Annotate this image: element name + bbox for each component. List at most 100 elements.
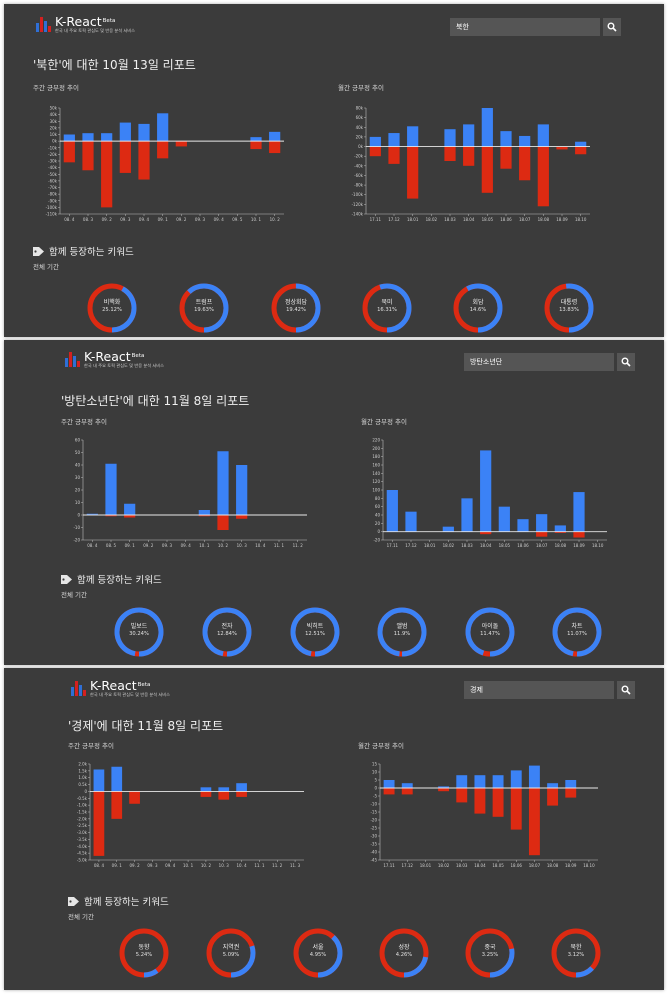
keyword-donut[interactable]: 앨범 11.9% xyxy=(376,606,428,658)
positive-bar[interactable] xyxy=(217,451,228,515)
positive-bar[interactable] xyxy=(250,137,261,141)
negative-bar[interactable] xyxy=(456,788,467,802)
search-button[interactable] xyxy=(617,681,635,699)
positive-bar[interactable] xyxy=(474,775,485,788)
positive-bar[interactable] xyxy=(480,450,491,531)
positive-bar[interactable] xyxy=(94,769,105,791)
keyword-donut[interactable]: 성장 4.26% xyxy=(378,927,430,979)
search-button[interactable] xyxy=(603,18,621,36)
positive-bar[interactable] xyxy=(236,783,247,791)
negative-bar[interactable] xyxy=(407,147,418,199)
negative-bar[interactable] xyxy=(482,147,493,193)
keyword-donut[interactable]: 서울 4.95% xyxy=(292,927,344,979)
search-button[interactable] xyxy=(617,353,635,371)
negative-bar[interactable] xyxy=(236,791,247,796)
positive-bar[interactable] xyxy=(547,783,558,788)
negative-bar[interactable] xyxy=(575,147,586,155)
keyword-donut[interactable]: 회담 14.6% xyxy=(452,282,504,334)
search-input[interactable] xyxy=(464,681,614,699)
keyword-donut[interactable]: 대통령 13.83% xyxy=(543,282,595,334)
negative-bar[interactable] xyxy=(94,791,105,855)
positive-bar[interactable] xyxy=(499,507,510,532)
negative-bar[interactable] xyxy=(519,147,530,181)
positive-bar[interactable] xyxy=(500,131,511,146)
positive-bar[interactable] xyxy=(443,527,454,532)
keyword-donut[interactable]: 북한 3.12% xyxy=(550,927,602,979)
positive-bar[interactable] xyxy=(157,113,168,141)
negative-bar[interactable] xyxy=(444,147,455,161)
negative-bar[interactable] xyxy=(493,788,504,817)
negative-bar[interactable] xyxy=(101,141,112,207)
app-logo[interactable]: K-ReactBeta 한국 내 주요 토픽 관심도 및 반응 분석 서비스 xyxy=(36,15,135,33)
positive-bar[interactable] xyxy=(536,514,547,532)
negative-bar[interactable] xyxy=(538,147,549,207)
negative-bar[interactable] xyxy=(157,141,168,158)
negative-bar[interactable] xyxy=(111,791,122,818)
positive-bar[interactable] xyxy=(444,129,455,146)
keyword-donut[interactable]: 트럼프 19.63% xyxy=(178,282,230,334)
negative-bar[interactable] xyxy=(138,141,149,179)
positive-bar[interactable] xyxy=(519,136,530,147)
positive-bar[interactable] xyxy=(538,124,549,146)
keyword-donut[interactable]: 지역권 5.09% xyxy=(205,927,257,979)
positive-bar[interactable] xyxy=(124,504,135,515)
positive-bar[interactable] xyxy=(101,133,112,141)
positive-bar[interactable] xyxy=(64,135,75,142)
positive-bar[interactable] xyxy=(269,132,280,141)
positive-bar[interactable] xyxy=(555,525,566,531)
keyword-donut[interactable]: 정상회담 19.42% xyxy=(270,282,322,334)
keyword-donut[interactable]: 차트 11.07% xyxy=(551,606,603,658)
positive-bar[interactable] xyxy=(463,124,474,146)
search-input[interactable] xyxy=(464,353,614,371)
positive-bar[interactable] xyxy=(105,464,116,515)
negative-bar[interactable] xyxy=(236,515,247,519)
positive-bar[interactable] xyxy=(387,490,398,532)
positive-bar[interactable] xyxy=(370,137,381,147)
positive-bar[interactable] xyxy=(236,465,247,515)
negative-bar[interactable] xyxy=(64,141,75,162)
negative-bar[interactable] xyxy=(129,791,140,803)
positive-bar[interactable] xyxy=(511,770,522,788)
negative-bar[interactable] xyxy=(438,788,449,791)
keyword-donut[interactable]: 빅히트 12.51% xyxy=(289,606,341,658)
negative-bar[interactable] xyxy=(82,141,93,170)
keyword-donut[interactable]: 중국 3.25% xyxy=(464,927,516,979)
negative-bar[interactable] xyxy=(500,147,511,169)
negative-bar[interactable] xyxy=(565,788,576,798)
negative-bar[interactable] xyxy=(201,791,212,796)
negative-bar[interactable] xyxy=(120,141,131,173)
positive-bar[interactable] xyxy=(218,787,229,791)
positive-bar[interactable] xyxy=(456,775,467,788)
positive-bar[interactable] xyxy=(461,498,472,531)
positive-bar[interactable] xyxy=(482,108,493,147)
keyword-donut[interactable]: 아이돌 11.47% xyxy=(464,606,516,658)
negative-bar[interactable] xyxy=(573,532,584,538)
positive-bar[interactable] xyxy=(517,519,528,532)
keyword-donut[interactable]: 빌보드 30.24% xyxy=(113,606,165,658)
negative-bar[interactable] xyxy=(463,147,474,166)
negative-bar[interactable] xyxy=(474,788,485,814)
positive-bar[interactable] xyxy=(565,780,576,788)
keyword-donut[interactable]: 동향 5.24% xyxy=(118,927,170,979)
negative-bar[interactable] xyxy=(217,515,228,530)
positive-bar[interactable] xyxy=(388,133,399,146)
keyword-donut[interactable]: 북미 16.31% xyxy=(361,282,413,334)
positive-bar[interactable] xyxy=(402,783,413,788)
positive-bar[interactable] xyxy=(493,775,504,788)
positive-bar[interactable] xyxy=(111,767,122,792)
negative-bar[interactable] xyxy=(250,141,261,149)
app-logo[interactable]: K-ReactBeta 한국 내 주요 토픽 관심도 및 반응 분석 서비스 xyxy=(65,350,164,368)
negative-bar[interactable] xyxy=(218,791,229,799)
positive-bar[interactable] xyxy=(405,512,416,532)
positive-bar[interactable] xyxy=(575,142,586,147)
app-logo[interactable]: K-ReactBeta 한국 내 주요 토픽 관심도 및 반응 분석 서비스 xyxy=(71,679,170,697)
positive-bar[interactable] xyxy=(82,133,93,141)
positive-bar[interactable] xyxy=(201,787,212,791)
positive-bar[interactable] xyxy=(120,123,131,142)
positive-bar[interactable] xyxy=(138,124,149,141)
negative-bar[interactable] xyxy=(511,788,522,830)
negative-bar[interactable] xyxy=(547,788,558,806)
negative-bar[interactable] xyxy=(529,788,540,855)
positive-bar[interactable] xyxy=(384,780,395,788)
positive-bar[interactable] xyxy=(529,766,540,788)
